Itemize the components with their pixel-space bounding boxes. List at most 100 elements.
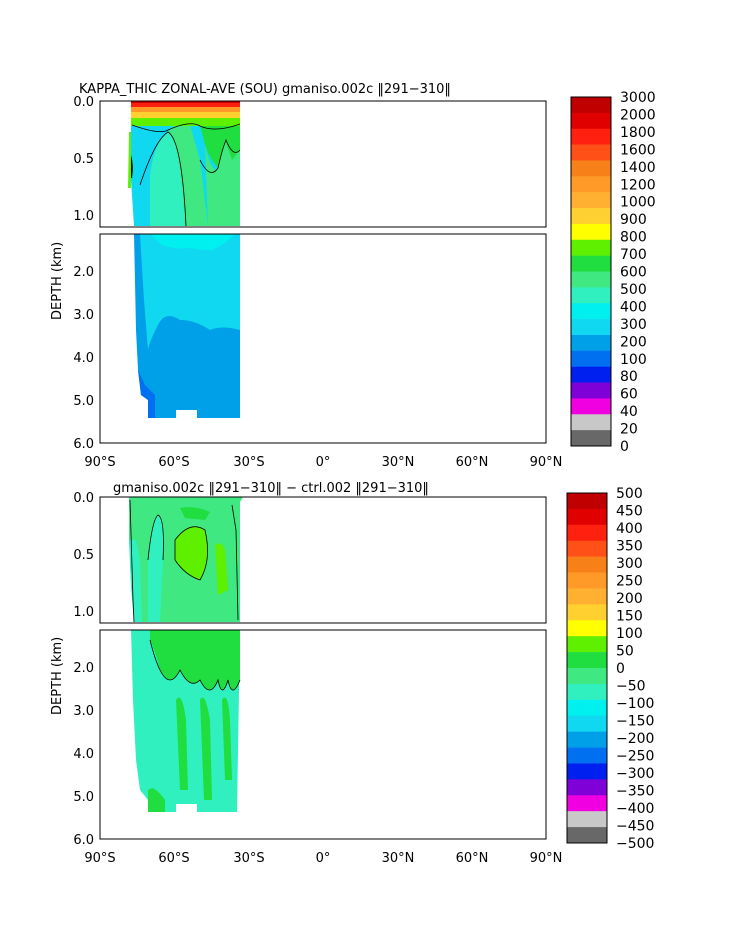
colorbar-swatch [571,144,611,161]
panel-2-xtick-90N: 90°N [530,851,563,866]
colorbar-label: 250 [616,574,643,590]
colorbar-label: 450 [616,504,643,520]
colorbar-swatch [567,668,607,685]
colorbar-label: 1800 [620,125,656,141]
panel-1-xtick-90N: 90°N [530,455,563,470]
panel-2-lower-fill [131,630,241,812]
colorbar-swatch [567,779,607,796]
panel-1-ylabel: DEPTH (km) [50,242,65,320]
colorbar-swatch [571,271,611,288]
panel-2-xtick-60N: 60°N [456,851,489,866]
panel-1-ytick-0.5: 0.5 [73,152,94,167]
colorbar-label: −500 [616,836,654,852]
panel-1-lower-frame [99,233,547,444]
colorbar-swatch [571,239,611,256]
colorbar-swatch [567,636,607,653]
panel-2-ytick-2.0: 2.0 [73,661,94,676]
panel-1-xtick-0: 0° [316,455,331,470]
colorbar-swatch [567,556,607,573]
panel-1-ytick-4.0: 4.0 [73,351,94,366]
colorbar-swatch [567,620,607,637]
colorbar-swatch [571,97,611,114]
colorbar-label: 80 [620,369,638,385]
colorbar-swatch [567,572,607,589]
panel-2-xtick-30N: 30°N [382,851,415,866]
colorbar-label: 300 [616,556,643,572]
colorbar-label: 200 [616,591,643,607]
colorbar-label: −400 [616,801,654,817]
panel-1-xtick-60S: 60°S [158,455,189,470]
colorbar-label: 400 [620,299,647,315]
panel-1-xtick-90S: 90°S [84,455,115,470]
colorbar-swatch [571,223,611,241]
colorbar-label: −300 [616,766,654,782]
colorbar-label: 60 [620,387,638,403]
colorbar-swatch [571,414,611,431]
panel-1-upper-frame [99,100,547,228]
colorbar-label: −350 [616,784,654,800]
colorbar-swatch [571,350,611,367]
colorbar-swatch [567,524,607,542]
panel-2: gmaniso.002c ‖291−310‖ − ctrl.002 ‖291−3… [50,481,654,866]
colorbar-label: 50 [616,644,634,660]
colorbar-swatch [571,208,611,225]
panel-1-lower-fill [134,234,240,418]
panel-2-xtick-90S: 90°S [84,851,115,866]
colorbar-swatch [571,303,611,320]
colorbar-swatch [567,731,607,748]
panel-1-ytick-2.0: 2.0 [73,265,94,280]
panel-2-ytick-0.5: 0.5 [73,548,94,563]
colorbar-label: 100 [616,626,643,642]
panel-1-upper-fill [128,101,241,227]
panel-1-xtick-30S: 30°S [233,455,264,470]
panel-1-ytick-0.0: 0.0 [73,95,94,110]
panel-2-ytick-1.0: 1.0 [73,605,94,620]
colorbar-label: 1400 [620,160,656,176]
colorbar-label: −200 [616,731,654,747]
colorbar-label: 400 [616,521,643,537]
colorbar-label: −100 [616,696,654,712]
colorbar-swatch [567,588,607,605]
colorbar-swatch [571,176,611,193]
colorbar-label: 600 [620,265,647,281]
colorbar-swatch [567,747,607,764]
panel-2-xtick-0: 0° [316,851,331,866]
colorbar-label: −450 [616,819,654,835]
colorbar-label: 0 [616,661,625,677]
colorbar-swatch [571,192,611,209]
colorbar-label: 150 [616,609,643,625]
panel-1-title: KAPPA_THIC ZONAL-AVE (SOU) gmaniso.002c … [79,82,451,97]
panel-2-upper-fill [129,497,243,623]
panel-2-upper-frame [99,496,547,624]
colorbar-frame [570,96,612,447]
colorbar-label: 0 [620,439,629,455]
colorbar-swatch [571,319,611,336]
panel-1: KAPPA_THIC ZONAL-AVE (SOU) gmaniso.002c … [50,82,656,470]
colorbar-swatch [571,398,611,415]
colorbar-swatch [571,255,611,272]
colorbar-swatch [567,811,607,828]
colorbar-swatch [571,430,611,447]
colorbar-label: 40 [620,404,638,420]
colorbar-swatch [571,128,611,145]
panel-2-ylabel: DEPTH (km) [50,637,65,715]
colorbar-label: 1000 [620,195,656,211]
colorbar-label: 350 [616,539,643,555]
panel-2-xtick-60S: 60°S [158,851,189,866]
panel-2-ytick-5.0: 5.0 [73,790,94,805]
colorbar-label: 900 [620,212,647,228]
colorbar-label: 100 [620,352,647,368]
panel-2-ytick-0.0: 0.0 [73,491,94,506]
panel-2-xtick-30S: 30°S [233,851,264,866]
colorbar-swatch [567,715,607,732]
panel-2-ytick-4.0: 4.0 [73,747,94,762]
colorbar-label: −150 [616,714,654,730]
colorbar-label: 1600 [620,142,656,158]
colorbar-label: 800 [620,230,647,246]
colorbar-swatch [567,795,607,812]
colorbar-frame [566,492,608,844]
colorbar-swatch [567,493,607,510]
colorbar-label: 700 [620,247,647,263]
panel-2-lower-frame [99,629,547,840]
